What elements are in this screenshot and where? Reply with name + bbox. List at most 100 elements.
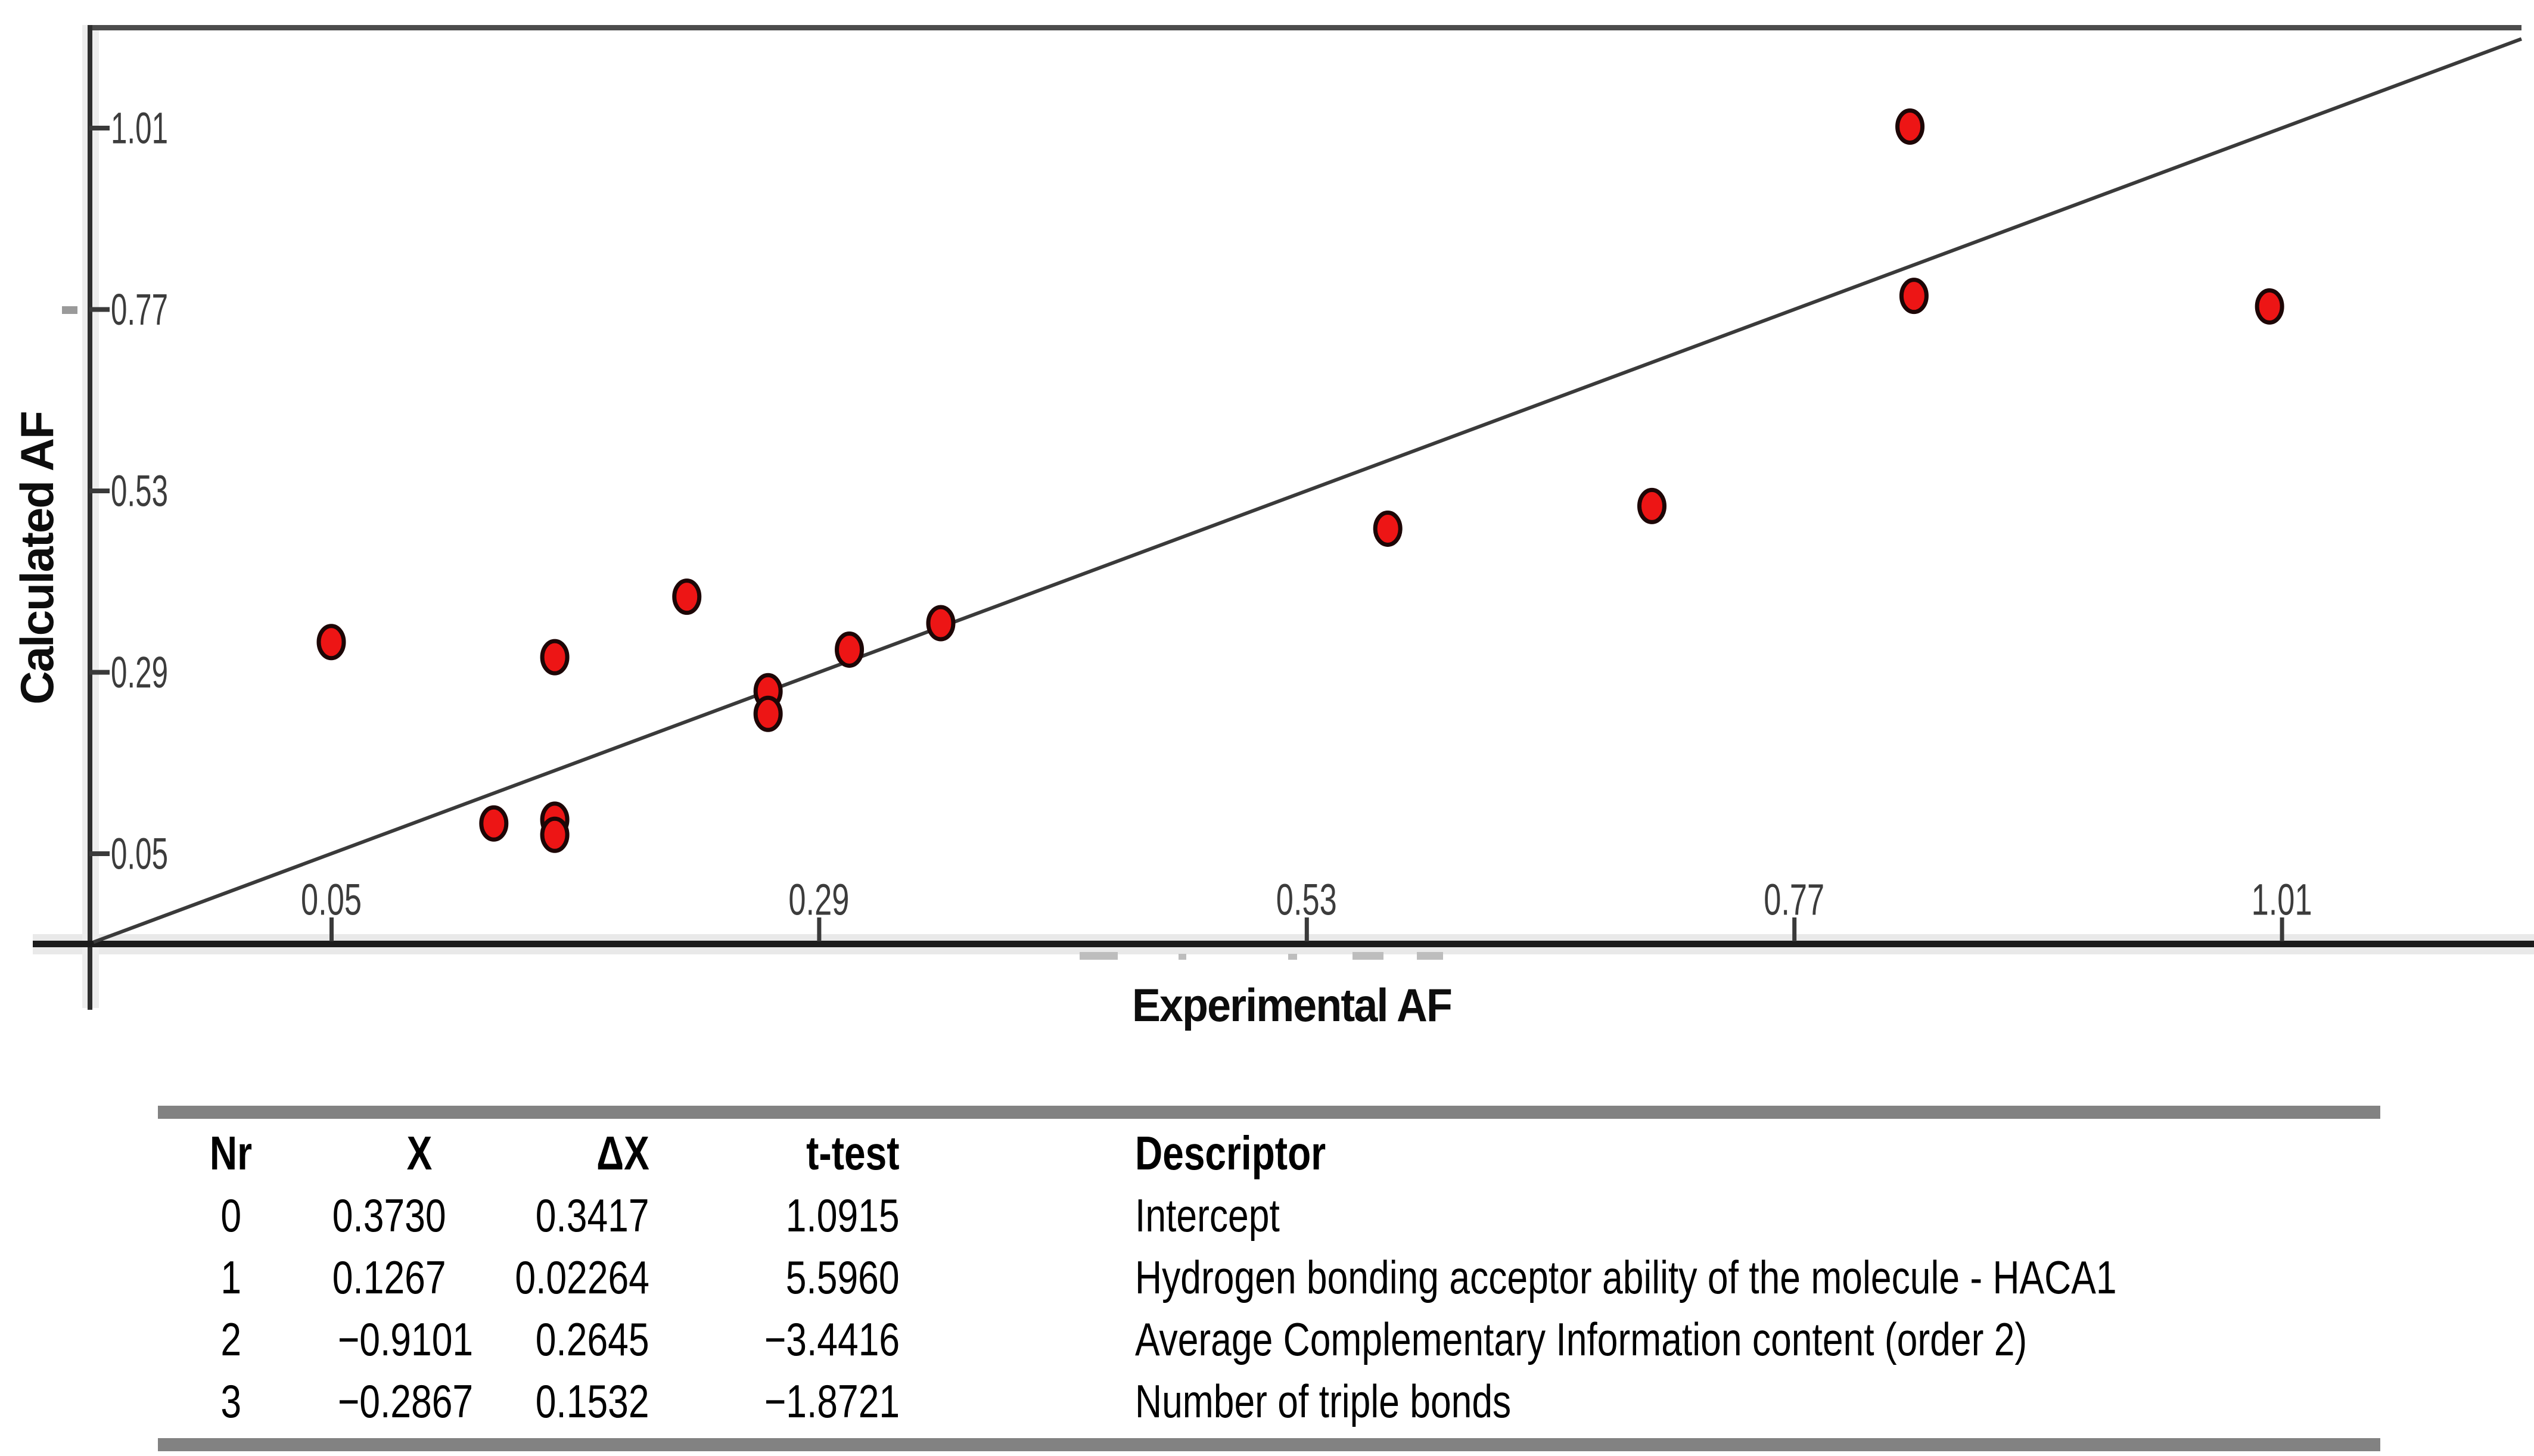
table-cell-text: 0.3730 bbox=[332, 1189, 446, 1242]
data-point bbox=[316, 624, 346, 661]
table-cell: −0.2867 bbox=[304, 1374, 473, 1429]
table-header-row: Nr X ΔX t-test Descriptor bbox=[158, 1122, 2380, 1184]
table-header-cell: Nr bbox=[158, 1126, 304, 1181]
table-cell-text: 1 bbox=[220, 1250, 241, 1303]
table-cell-text: 5.5960 bbox=[786, 1250, 900, 1303]
data-point bbox=[540, 816, 570, 853]
x-tick-mark bbox=[329, 917, 334, 941]
ghost-text-artifact bbox=[1179, 954, 1186, 960]
x-tick-label: 0.77 bbox=[1764, 875, 1824, 925]
table-row: 1 0.1267 0.02264 5.5960 Hydrogen bonding acc… bbox=[158, 1246, 2380, 1308]
data-point bbox=[479, 805, 509, 842]
data-point bbox=[926, 605, 956, 642]
x-tick-label: 1.01 bbox=[2252, 875, 2312, 925]
table-cell-text: Average Complementary Information conten… bbox=[1135, 1312, 2028, 1365]
data-point bbox=[672, 578, 702, 615]
ghost-text-artifact bbox=[1288, 954, 1297, 960]
x-tick-mark bbox=[2280, 917, 2284, 941]
table-cell-text: 0.2645 bbox=[536, 1312, 649, 1365]
x-tick-mark bbox=[1792, 917, 1797, 941]
table-cell: Hydrogen bonding acceptor ability of the… bbox=[900, 1250, 2380, 1305]
y-axis-title: Calculated AF bbox=[11, 412, 63, 705]
y-tick-label: 0.29 bbox=[111, 648, 168, 697]
x-axis-line bbox=[33, 941, 2534, 947]
identity-line bbox=[92, 37, 2523, 944]
ghost-text-artifact bbox=[1080, 952, 1118, 960]
table-cell: 0.02264 bbox=[432, 1250, 649, 1305]
y-tick-label: 1.01 bbox=[111, 104, 168, 153]
table-cell: 0.3417 bbox=[432, 1189, 649, 1243]
plot-top-border bbox=[88, 25, 2521, 30]
table-cell-text: 2 bbox=[220, 1312, 241, 1365]
table-cell-text: 3 bbox=[220, 1374, 241, 1427]
table-cell-text: −1.8721 bbox=[764, 1374, 900, 1427]
data-point bbox=[2255, 288, 2284, 325]
table-header-cell: X bbox=[304, 1126, 432, 1181]
table-header-text: Descriptor bbox=[1135, 1127, 1326, 1180]
table-cell-text: 0 bbox=[220, 1189, 241, 1242]
data-point bbox=[835, 631, 865, 668]
table-cell: 0.1532 bbox=[432, 1374, 649, 1429]
table-cell-text: 1.0915 bbox=[786, 1189, 900, 1242]
data-point bbox=[540, 639, 570, 676]
table-cell: 0.2645 bbox=[432, 1312, 649, 1367]
table-cell-text: Number of triple bonds bbox=[1135, 1374, 1512, 1427]
x-tick-mark bbox=[817, 917, 822, 941]
table-header-cell: ΔX bbox=[432, 1126, 649, 1181]
y-tick-label: 0.53 bbox=[111, 466, 168, 516]
table-cell: 0.1267 bbox=[304, 1250, 446, 1305]
data-point bbox=[753, 695, 783, 732]
table-header-text: t-test bbox=[806, 1127, 900, 1180]
table-cell: 2 bbox=[158, 1312, 304, 1367]
table-cell: 0 bbox=[158, 1189, 304, 1243]
data-point bbox=[1373, 510, 1403, 547]
table-cell: 0.3730 bbox=[304, 1189, 446, 1243]
x-tick-mark bbox=[1304, 917, 1309, 941]
table-cell-text: −3.4416 bbox=[764, 1312, 900, 1365]
table-cell: Intercept bbox=[900, 1189, 2380, 1243]
x-axis-title: Experimental AF bbox=[1131, 979, 1453, 1031]
table-cell: −3.4416 bbox=[649, 1312, 900, 1367]
table-cell: Number of triple bonds bbox=[900, 1374, 2380, 1429]
data-point bbox=[1637, 487, 1666, 524]
table-cell: 3 bbox=[158, 1374, 304, 1429]
table-cell-text: 0.02264 bbox=[515, 1250, 649, 1303]
y-axis-line bbox=[88, 25, 92, 1010]
y-tick-label: 0.05 bbox=[111, 829, 168, 879]
table-header-text: ΔX bbox=[596, 1127, 649, 1180]
table-header-cell: Descriptor bbox=[900, 1126, 2380, 1181]
table-row: 3 −0.2867 0.1532 −1.8721 Number of triple bo… bbox=[158, 1370, 2380, 1432]
data-point bbox=[1895, 108, 1925, 145]
table-cell-text: Hydrogen bonding acceptor ability of the… bbox=[1135, 1250, 2117, 1303]
table-cell: −1.8721 bbox=[649, 1374, 900, 1429]
table-cell-text: Intercept bbox=[1135, 1189, 1280, 1242]
table-row: 2 −0.9101 0.2645 −3.4416 Average Complementa… bbox=[158, 1308, 2380, 1370]
scatter-plot: 0.05 0.29 0.53 0.77 1.01 0.05 0.29 0.53 0.77 1.01 bbox=[33, 25, 2534, 1010]
x-tick-label: 0.05 bbox=[301, 875, 362, 925]
table-row: 0 0.3730 0.3417 1.0915 Intercept bbox=[158, 1184, 2380, 1246]
data-point bbox=[1899, 278, 1929, 315]
y-tick-mark bbox=[89, 126, 110, 130]
y-tick-mark bbox=[89, 489, 110, 493]
table-cell-text: −0.9101 bbox=[337, 1312, 474, 1365]
table-header-text: Nr bbox=[209, 1127, 253, 1180]
y-tick-mark bbox=[89, 851, 110, 856]
scan-artifact-dash bbox=[62, 306, 77, 314]
table-cell: Average Complementary Information conten… bbox=[900, 1312, 2380, 1367]
y-tick-mark bbox=[89, 670, 110, 675]
table-header-cell: t-test bbox=[649, 1126, 900, 1181]
table-cell: −0.9101 bbox=[304, 1312, 473, 1367]
x-tick-label: 0.29 bbox=[788, 875, 849, 925]
table-cell-text: 0.1532 bbox=[536, 1374, 649, 1427]
table-cell-text: 0.1267 bbox=[332, 1250, 446, 1303]
y-tick-mark bbox=[89, 307, 110, 312]
ghost-text-artifact bbox=[1352, 952, 1383, 960]
ghost-text-artifact bbox=[1417, 952, 1443, 960]
coefficient-table: Nr X ΔX t-test Descriptor 0 0.3730 0.3417 1.0915… bbox=[158, 1106, 2380, 1451]
y-tick-label: 0.77 bbox=[111, 285, 168, 334]
table-cell: 1.0915 bbox=[649, 1189, 900, 1243]
table-cell-text: −0.2867 bbox=[337, 1374, 474, 1427]
table-cell-text: 0.3417 bbox=[536, 1189, 649, 1242]
table-cell: 1 bbox=[158, 1250, 304, 1305]
